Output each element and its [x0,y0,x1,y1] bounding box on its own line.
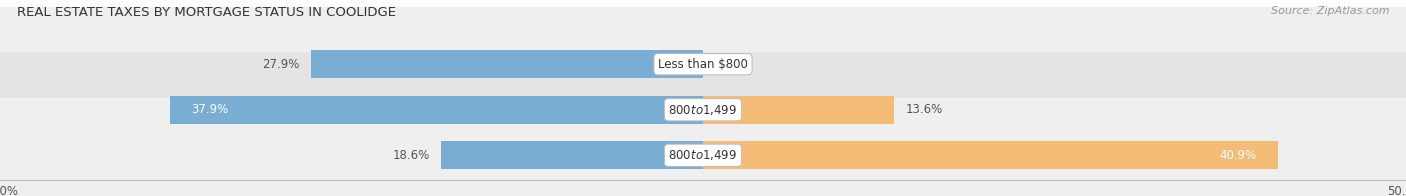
Bar [441,141,703,169]
Text: $800 to $1,499: $800 to $1,499 [668,148,738,162]
Text: $800 to $1,499: $800 to $1,499 [668,103,738,117]
Text: 0.0%: 0.0% [714,58,744,71]
FancyBboxPatch shape [0,7,1406,122]
Text: 18.6%: 18.6% [394,149,430,162]
Text: 27.9%: 27.9% [262,58,299,71]
Bar [170,96,703,124]
Text: Less than $800: Less than $800 [658,58,748,71]
FancyBboxPatch shape [0,52,1406,167]
Text: 13.6%: 13.6% [905,103,942,116]
Text: 40.9%: 40.9% [1220,149,1257,162]
Bar [703,96,894,124]
Bar [311,50,703,78]
Text: Source: ZipAtlas.com: Source: ZipAtlas.com [1271,6,1389,16]
FancyBboxPatch shape [0,98,1406,196]
Bar [703,141,1278,169]
Text: REAL ESTATE TAXES BY MORTGAGE STATUS IN COOLIDGE: REAL ESTATE TAXES BY MORTGAGE STATUS IN … [17,6,396,19]
Text: 37.9%: 37.9% [191,103,228,116]
